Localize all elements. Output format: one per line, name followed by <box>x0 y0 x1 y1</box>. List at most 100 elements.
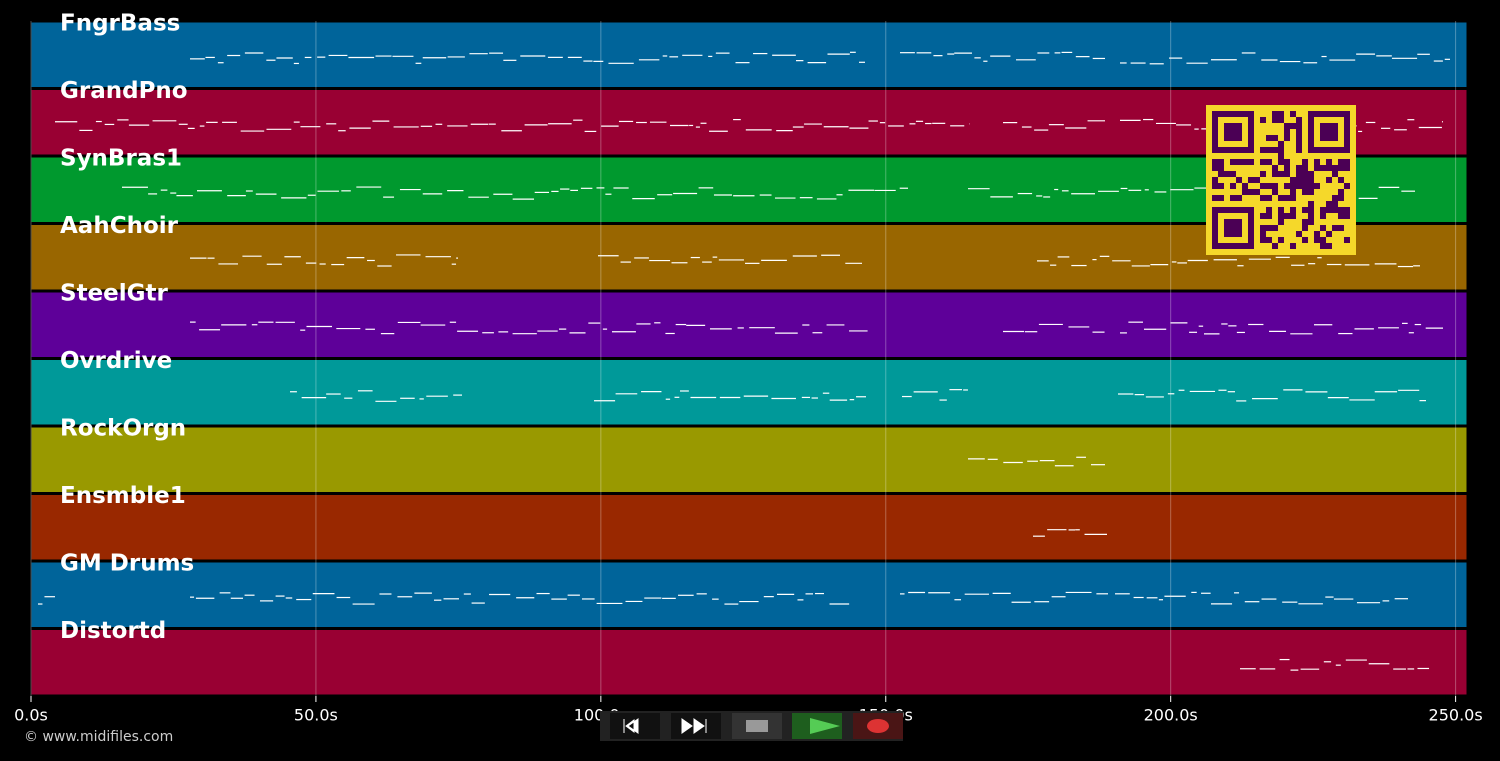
qr-module <box>1272 147 1278 153</box>
qr-module <box>1302 183 1308 189</box>
qr-module <box>1296 231 1302 237</box>
qr-module <box>1284 195 1290 201</box>
stop-button[interactable] <box>732 713 782 739</box>
qr-module <box>1332 147 1338 153</box>
qr-module <box>1338 189 1344 195</box>
qr-module <box>1344 213 1350 219</box>
qr-module <box>1212 111 1218 117</box>
track-name: FngrBass <box>60 11 180 37</box>
qr-module <box>1224 123 1230 129</box>
qr-module <box>1266 195 1272 201</box>
track-name: SteelGtr <box>60 281 169 307</box>
qr-module <box>1260 195 1266 201</box>
notes <box>38 51 1450 671</box>
qr-module <box>1338 147 1344 153</box>
qr-module <box>1260 159 1266 165</box>
track-name: GM Drums <box>60 551 194 577</box>
qr-module <box>1212 135 1218 141</box>
qr-module <box>1302 159 1308 165</box>
qr-module <box>1308 201 1314 207</box>
qr-module <box>1302 237 1308 243</box>
qr-module <box>1242 111 1248 117</box>
qr-module <box>1296 141 1302 147</box>
qr-module <box>1242 189 1248 195</box>
qr-module <box>1212 123 1218 129</box>
qr-module <box>1212 195 1218 201</box>
qr-module <box>1224 135 1230 141</box>
qr-module <box>1278 117 1284 123</box>
qr-module <box>1212 207 1218 213</box>
qr-module <box>1332 225 1338 231</box>
qr-module <box>1344 207 1350 213</box>
qr-module <box>1320 147 1326 153</box>
qr-module <box>1218 165 1224 171</box>
qr-module <box>1212 237 1218 243</box>
x-tick-label: 0.0s <box>14 706 48 725</box>
qr-module <box>1272 183 1278 189</box>
qr-module <box>1308 123 1314 129</box>
qr-module <box>1272 111 1278 117</box>
qr-module <box>1212 165 1218 171</box>
qr-module <box>1344 147 1350 153</box>
qr-module <box>1320 135 1326 141</box>
qr-module <box>1212 213 1218 219</box>
qr-module <box>1248 123 1254 129</box>
qr-module <box>1260 237 1266 243</box>
x-tick-label: 250.0s <box>1429 706 1483 725</box>
qr-module <box>1236 123 1242 129</box>
qr-module <box>1326 135 1332 141</box>
qr-module <box>1326 129 1332 135</box>
qr-module <box>1296 183 1302 189</box>
qr-module <box>1230 225 1236 231</box>
qr-module <box>1248 177 1254 183</box>
qr-module <box>1278 207 1284 213</box>
qr-module <box>1230 207 1236 213</box>
qr-module <box>1284 129 1290 135</box>
qr-module <box>1224 219 1230 225</box>
rewind-button[interactable] <box>610 713 660 739</box>
qr-module <box>1212 159 1218 165</box>
qr-module <box>1320 243 1326 249</box>
qr-module <box>1326 147 1332 153</box>
track-name: Ensmble1 <box>60 483 186 509</box>
qr-module <box>1266 225 1272 231</box>
qr-module <box>1308 141 1314 147</box>
qr-module <box>1326 111 1332 117</box>
qr-module <box>1308 183 1314 189</box>
qr-module <box>1338 195 1344 201</box>
qr-module <box>1320 123 1326 129</box>
qr-module <box>1224 129 1230 135</box>
track-lane <box>30 359 1468 426</box>
qr-module <box>1344 129 1350 135</box>
qr-module <box>1248 219 1254 225</box>
qr-module <box>1296 123 1302 129</box>
qr-module <box>1302 177 1308 183</box>
qr-module <box>1290 213 1296 219</box>
qr-module <box>1326 201 1332 207</box>
record-button[interactable] <box>853 713 903 739</box>
qr-module <box>1308 117 1314 123</box>
qr-module <box>1266 237 1272 243</box>
qr-module <box>1296 165 1302 171</box>
qr-module <box>1236 177 1242 183</box>
qr-module <box>1212 243 1218 249</box>
qr-module <box>1308 177 1314 183</box>
qr-module <box>1218 171 1224 177</box>
qr-module <box>1272 165 1278 171</box>
qr-module <box>1260 213 1266 219</box>
forward-button[interactable] <box>671 713 721 739</box>
qr-module <box>1212 231 1218 237</box>
qr-module <box>1284 171 1290 177</box>
qr-module <box>1302 219 1308 225</box>
qr-module <box>1218 195 1224 201</box>
qr-module <box>1308 129 1314 135</box>
qr-module <box>1332 171 1338 177</box>
qr-module <box>1284 213 1290 219</box>
qr-module <box>1338 207 1344 213</box>
qr-module <box>1224 147 1230 153</box>
play-button[interactable] <box>792 713 842 739</box>
track-name: RockOrgn <box>60 416 186 442</box>
qr-module <box>1236 225 1242 231</box>
qr-module <box>1230 243 1236 249</box>
